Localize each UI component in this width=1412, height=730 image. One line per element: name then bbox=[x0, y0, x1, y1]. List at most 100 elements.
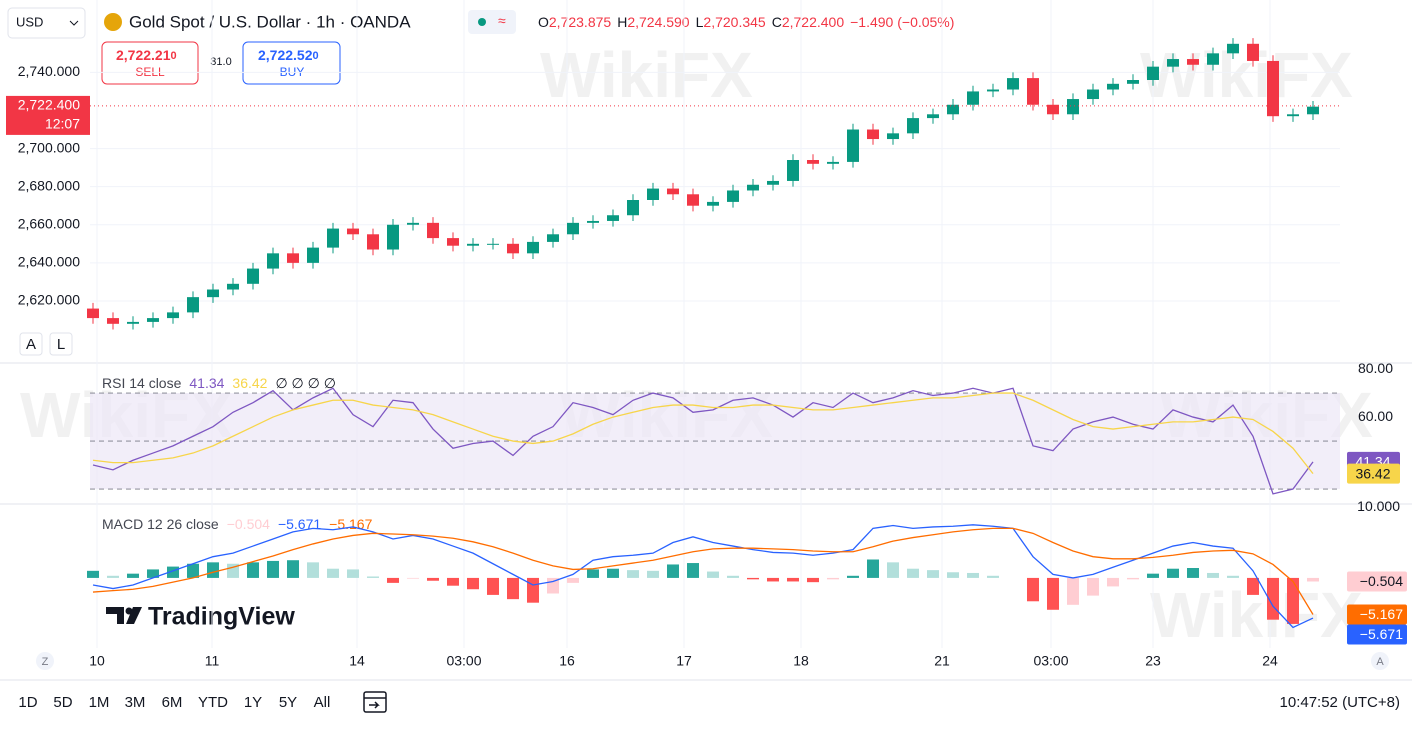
range-button[interactable]: 3M bbox=[125, 694, 146, 711]
ohlc-key: H bbox=[617, 14, 627, 30]
goto-date-icon[interactable] bbox=[363, 691, 387, 713]
y-tick-label: 2,680.000 bbox=[18, 177, 80, 193]
candle-body bbox=[527, 241, 539, 254]
candle-body bbox=[1287, 114, 1299, 117]
legend-value: −5.167 bbox=[329, 516, 372, 532]
candle-body bbox=[1307, 106, 1319, 115]
candle-body bbox=[1167, 59, 1179, 67]
candle-body bbox=[1227, 43, 1239, 54]
histogram-bar bbox=[587, 569, 599, 578]
candle-body bbox=[187, 297, 199, 313]
histogram-bar bbox=[967, 572, 979, 578]
candle-body bbox=[1127, 80, 1139, 84]
candle-body bbox=[1027, 78, 1039, 105]
x-tick-label: 14 bbox=[349, 653, 365, 669]
histogram-bar bbox=[1027, 577, 1039, 602]
x-tick-label: 18 bbox=[793, 653, 809, 669]
y-tick-label: 2,660.000 bbox=[18, 215, 80, 231]
histogram-bar bbox=[687, 563, 699, 578]
histogram-bar bbox=[1107, 577, 1119, 587]
range-button[interactable]: 1D bbox=[18, 694, 37, 711]
candle-body bbox=[387, 224, 399, 250]
rsi-line bbox=[92, 392, 1314, 475]
range-button[interactable]: 6M bbox=[162, 694, 183, 711]
value-badge bbox=[1347, 624, 1407, 645]
currency-select[interactable] bbox=[7, 7, 86, 39]
range-button[interactable]: YTD bbox=[198, 694, 228, 711]
buy-button[interactable] bbox=[242, 41, 341, 85]
ohlc-key: C bbox=[772, 14, 782, 30]
histogram-bar bbox=[1187, 568, 1199, 578]
macd-line bbox=[92, 527, 1314, 615]
histogram-bar bbox=[247, 562, 259, 578]
range-button[interactable]: All bbox=[314, 694, 331, 711]
clock: 10:47:52 (UTC+8) bbox=[1280, 694, 1400, 711]
indicator-title: MACD 12 26 close bbox=[102, 516, 219, 532]
legend-value: 36.42 bbox=[232, 375, 267, 391]
log-scale-button[interactable] bbox=[49, 332, 73, 356]
histogram-bar bbox=[127, 573, 139, 578]
legend-value: 41.34 bbox=[189, 375, 224, 391]
histogram-bar bbox=[347, 569, 359, 578]
tradingview-logo: TradingView bbox=[106, 603, 295, 631]
y-tick-label: 2,640.000 bbox=[18, 254, 80, 270]
candle-body bbox=[667, 188, 679, 195]
corner-button[interactable] bbox=[36, 652, 54, 670]
value-badge-label: −5.671 bbox=[1360, 626, 1403, 642]
histogram-bar bbox=[447, 577, 459, 586]
histogram-bar bbox=[727, 575, 739, 578]
y-tick-label: 60.00 bbox=[1358, 408, 1393, 424]
value-badge-label: −5.167 bbox=[1360, 606, 1403, 622]
range-button[interactable]: 1Y bbox=[244, 694, 262, 711]
range-button[interactable]: 5Y bbox=[279, 694, 297, 711]
range-button[interactable]: 1M bbox=[89, 694, 110, 711]
histogram-bar bbox=[1247, 577, 1259, 595]
histogram-bar bbox=[487, 577, 499, 595]
histogram-bar bbox=[507, 577, 519, 600]
watermark: WikiFX bbox=[1140, 39, 1353, 111]
calendar-arrow bbox=[369, 701, 380, 709]
candle-body bbox=[1047, 104, 1059, 115]
histogram-bar bbox=[1167, 568, 1179, 578]
candle-body bbox=[227, 283, 239, 290]
bar-countdown: 12:07 bbox=[45, 116, 80, 132]
candle-body bbox=[567, 222, 579, 235]
candle-body bbox=[987, 89, 999, 92]
symbol-title[interactable]: Gold Spot / U.S. Dollar · 1h · OANDA bbox=[129, 12, 411, 31]
value-badge-label: −0.504 bbox=[1360, 573, 1403, 589]
candle-body bbox=[347, 228, 359, 235]
y-tick-label: 2,620.000 bbox=[18, 292, 80, 308]
x-tick-label: 10 bbox=[89, 653, 105, 669]
candle-body bbox=[847, 129, 859, 162]
corner-button[interactable] bbox=[1371, 652, 1389, 670]
logo-text: TradingView bbox=[148, 603, 295, 631]
auto-scale-button[interactable] bbox=[19, 332, 43, 356]
range-button[interactable]: 5D bbox=[53, 694, 72, 711]
histogram-bar bbox=[367, 576, 379, 578]
histogram-bar bbox=[1047, 577, 1059, 610]
histogram-bar bbox=[147, 569, 159, 578]
histogram-bar bbox=[627, 570, 639, 578]
candle-body bbox=[1067, 99, 1079, 115]
histogram-bar bbox=[1207, 572, 1219, 578]
candle-body bbox=[467, 243, 479, 246]
ohlc-value: 2,722.400 bbox=[782, 14, 844, 30]
candle-body bbox=[367, 234, 379, 250]
sell-button[interactable] bbox=[101, 41, 199, 85]
candle-body bbox=[767, 180, 779, 185]
candle-body bbox=[727, 190, 739, 202]
histogram-bar bbox=[527, 577, 539, 603]
price-change: −1.490 (−0.05%) bbox=[850, 14, 954, 30]
histogram-bar bbox=[567, 577, 579, 583]
buy-price-main: 2,722.52 bbox=[258, 47, 313, 63]
histogram-bar bbox=[667, 564, 679, 578]
histogram-bar bbox=[207, 562, 219, 578]
histogram-bar bbox=[427, 577, 439, 581]
calendar-icon bbox=[363, 691, 387, 713]
y-tick-label: 2,740.000 bbox=[18, 63, 80, 79]
histogram-bar bbox=[1307, 577, 1319, 582]
x-tick-label: 03:00 bbox=[1033, 653, 1068, 669]
legend-value: −0.504 bbox=[227, 516, 270, 532]
